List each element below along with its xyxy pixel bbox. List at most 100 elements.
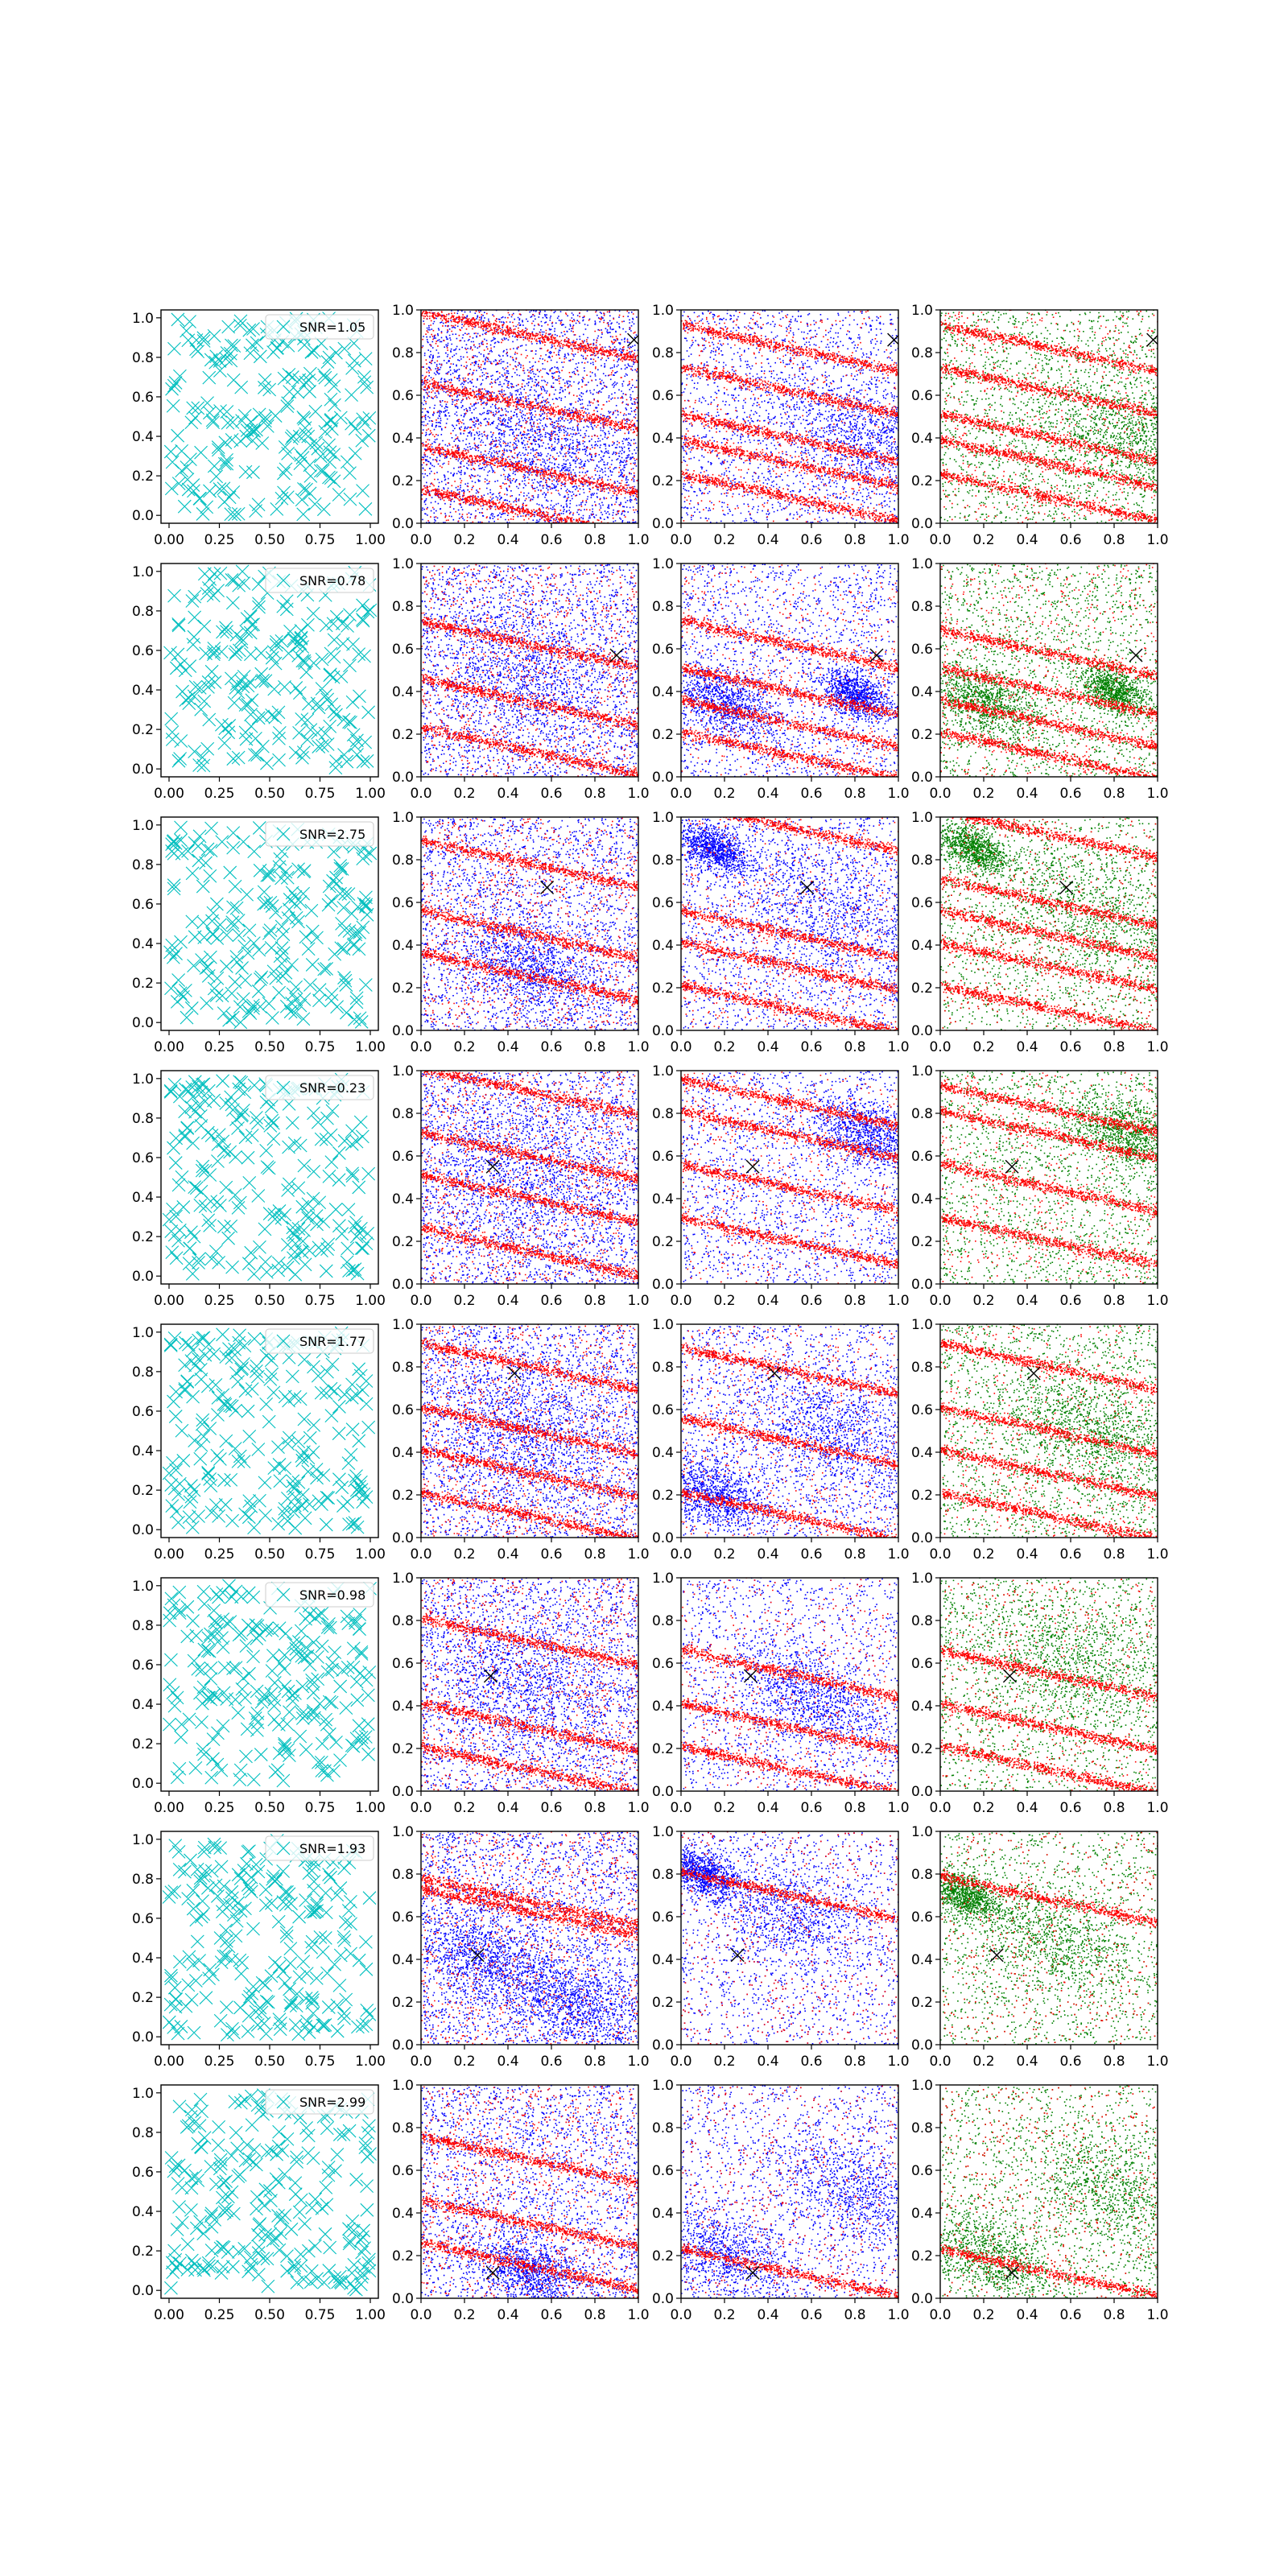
y-tick-label: 0.6 [911,2163,933,2179]
y-tick-label: 0.8 [392,852,414,869]
x-tick-label: 0.2 [972,2054,994,2070]
y-tick-label: 0.2 [392,1488,414,1504]
x-tick-label: 0.2 [972,1039,994,1055]
y-tick-label: 0.6 [911,1656,933,1672]
y-tick-label: 0.4 [132,936,154,952]
x-tick-label: 1.0 [887,1293,909,1309]
blue-points [681,564,900,776]
cyan-marker-points [163,1073,375,1281]
y-tick-label: 1.0 [132,1579,154,1595]
y-tick-label: 1.0 [392,2078,414,2094]
x-tick-label: 0.6 [540,1800,562,1816]
y-tick-label: 0.2 [132,976,154,992]
plot-area [163,1327,375,1534]
x-tick-label: 0.25 [204,1039,235,1055]
y-tick-label: 0.0 [132,508,154,524]
x-tick-label: 0.8 [1103,786,1125,802]
x-tick-label: 1.0 [1146,2054,1168,2070]
axes-frame [421,564,638,777]
y-tick-label: 0.2 [392,980,414,997]
cyan-marker-points [163,1579,376,1787]
y-tick-label: 1.0 [652,810,674,826]
y-tick-label: 0.0 [652,1023,674,1039]
y-tick-label: 0.4 [911,684,933,700]
x-tick-label: 0.75 [305,1039,336,1055]
plot-area [163,1073,375,1281]
plot-area [940,1831,1159,2045]
x-tick-label: 0.25 [204,1800,235,1816]
plot-area [681,1831,900,2044]
panel-r5-c3: 0.0 0.2 0.4 0.6 0.8 1.00.00.20.40.60.81.0 [911,1571,1169,1816]
x-tick-label: 0.0 [410,1800,431,1816]
x-tick-label: 0.8 [844,1039,865,1055]
x-tick-label: 0.6 [540,2054,562,2070]
x-tick-label: 0.4 [757,1546,778,1563]
y-tick-label: 0.6 [392,1402,414,1418]
x-tick-label: 0.8 [1103,1293,1125,1309]
plot-area [164,2089,376,2297]
x-tick-label: 0.2 [972,1800,994,1816]
panel-r4-c2: 0.0 0.2 0.4 0.6 0.8 1.00.00.20.40.60.81.0 [652,1317,910,1563]
panel-r4-c1: 0.0 0.2 0.4 0.6 0.8 1.00.00.20.40.60.81.0 [392,1317,650,1563]
plot-area [681,310,901,522]
y-tick-label: 1.0 [911,556,933,572]
y-tick-label: 0.4 [911,1699,933,1715]
x-tick-label: 0.50 [254,1800,285,1816]
y-tick-label: 0.6 [911,388,933,404]
y-tick-label: 0.6 [132,390,154,406]
y-tick-label: 0.6 [132,643,154,659]
x-tick-label: 1.0 [627,2307,649,2323]
plot-area [940,2085,1158,2298]
x-tick-label: 1.0 [887,532,909,548]
target-x-marker [541,881,554,894]
x-tick-label: 0.4 [757,1039,778,1055]
plot-area [940,1324,1159,1538]
x-tick-label: 0.2 [713,1800,735,1816]
x-tick-label: 0.4 [757,1293,778,1309]
y-tick-label: 0.6 [392,388,414,404]
panel-r3-c2: 0.0 0.2 0.4 0.6 0.8 1.00.00.20.40.60.81.0 [652,1063,910,1309]
blue-points [681,2085,900,2298]
x-tick-label: 1.0 [887,1800,909,1816]
panel-r0-c0: 0.00 0.25 0.50 0.75 1.000.00.20.40.60.81.0SN… [132,310,386,548]
x-tick-label: 0.2 [972,1546,994,1563]
x-tick-label: 0.0 [929,1039,951,1055]
x-tick-label: 0.8 [844,532,865,548]
x-tick-label: 0.2 [453,532,475,548]
x-tick-label: 0.4 [1016,2054,1038,2070]
plot-area [940,310,1160,523]
y-tick-label: 0.2 [652,1995,674,2011]
x-tick-label: 0.0 [929,1293,951,1309]
x-tick-label: 0.6 [540,532,562,548]
x-tick-label: 1.0 [1146,786,1168,802]
y-tick-label: 0.4 [911,2206,933,2222]
legend: SNR=1.05 [266,315,374,339]
x-tick-label: 0.0 [670,1546,691,1563]
x-tick-label: 0.75 [305,1293,336,1309]
y-tick-label: 0.4 [132,1697,154,1713]
plot-area [163,1579,376,1787]
x-tick-label: 0.50 [254,1293,285,1309]
plot-area [681,2085,900,2298]
x-tick-label: 0.2 [453,2054,475,2070]
y-tick-label: 1.0 [652,1317,674,1333]
x-tick-label: 0.2 [713,2307,735,2323]
y-tick-label: 0.6 [652,642,674,658]
y-tick-label: 0.6 [652,2163,674,2179]
y-tick-label: 1.0 [132,2086,154,2102]
x-tick-label: 0.2 [713,532,735,548]
y-tick-label: 0.0 [392,516,414,532]
x-tick-label: 0.75 [305,2054,336,2070]
x-tick-label: 1.0 [627,532,649,548]
y-tick-label: 0.6 [652,388,674,404]
x-tick-label: 0.50 [254,786,285,802]
x-tick-label: 0.8 [844,1293,865,1309]
y-tick-label: 0.4 [392,1699,414,1715]
legend: SNR=2.99 [266,2090,374,2114]
x-tick-label: 0.6 [800,1293,822,1309]
x-tick-label: 0.0 [670,1039,691,1055]
y-tick-label: 0.8 [652,1360,674,1376]
x-tick-label: 0.8 [584,786,605,802]
x-tick-label: 1.0 [627,1800,649,1816]
y-tick-label: 0.0 [132,2029,154,2046]
